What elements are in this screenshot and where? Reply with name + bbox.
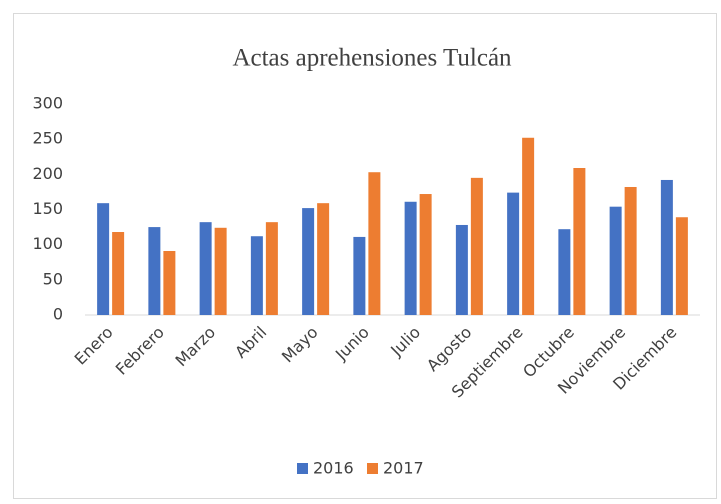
bar	[368, 172, 381, 315]
y-tick-label: 300	[32, 94, 63, 113]
bar	[353, 236, 366, 315]
legend-swatch	[367, 463, 378, 474]
bar	[97, 203, 110, 315]
y-tick-label: 200	[32, 164, 63, 183]
bar	[675, 217, 688, 315]
bar	[199, 222, 212, 315]
bar	[507, 192, 520, 315]
bar	[609, 206, 622, 315]
bar	[265, 222, 278, 315]
y-tick-label: 0	[53, 305, 63, 324]
bar	[148, 227, 161, 315]
bar	[660, 179, 673, 315]
bar	[624, 186, 637, 315]
bar	[317, 203, 330, 315]
legend-label: 2016	[313, 459, 354, 478]
y-tick-label: 50	[43, 269, 63, 288]
bar	[112, 232, 125, 315]
bar	[573, 168, 586, 315]
chart-title: Actas aprehensiones Tulcán	[232, 45, 512, 72]
bar	[419, 194, 432, 315]
y-tick-label: 250	[32, 129, 63, 148]
bar	[470, 177, 483, 315]
y-tick-label: 150	[32, 199, 63, 218]
bar	[558, 229, 571, 315]
bar	[163, 250, 176, 315]
y-tick-label: 100	[32, 234, 63, 253]
bar	[404, 201, 417, 315]
bar	[522, 137, 535, 315]
bar	[250, 236, 263, 315]
legend-label: 2017	[383, 459, 424, 478]
bar	[455, 224, 468, 315]
bar	[302, 208, 315, 315]
bar	[214, 227, 227, 315]
legend-swatch	[297, 463, 308, 474]
